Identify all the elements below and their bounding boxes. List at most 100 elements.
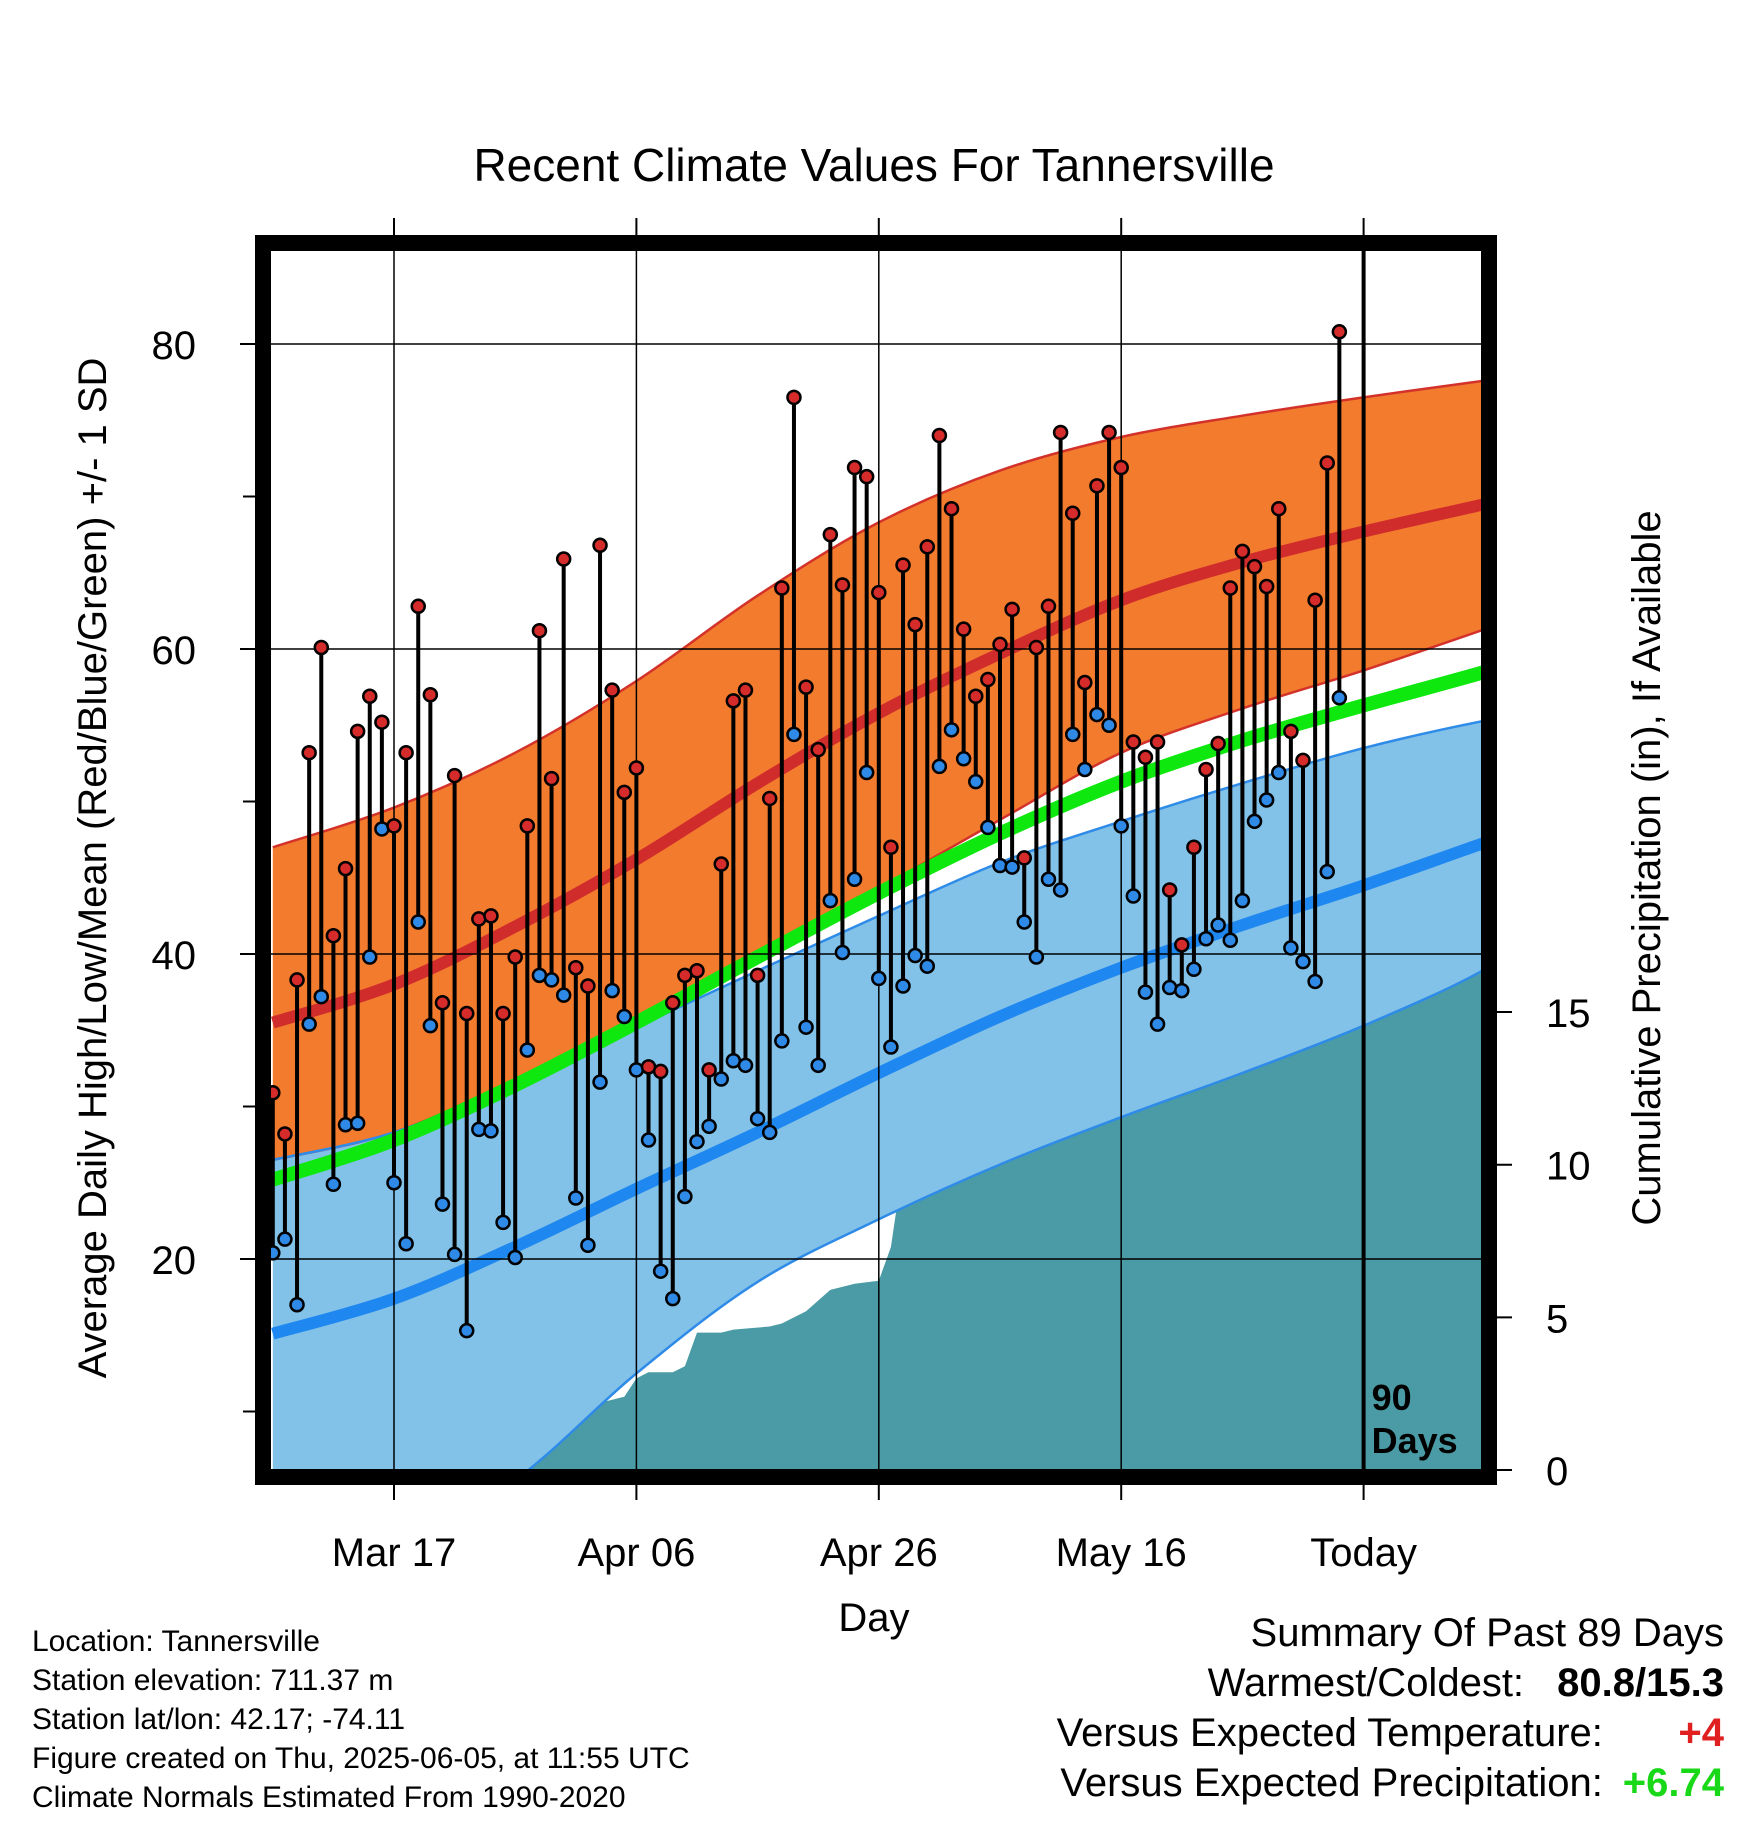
observed-high-point (386, 818, 402, 834)
observed-high-point (1210, 735, 1226, 752)
observed-high-point (822, 526, 839, 543)
observed-high-point (774, 580, 790, 596)
observed-low-point (434, 1196, 451, 1212)
observed-high-point (1125, 734, 1142, 750)
observed-high-point (895, 557, 911, 573)
observed-high-point (1174, 937, 1190, 953)
x-axis-label: Day (838, 1596, 909, 1640)
observed-low-point (446, 1246, 463, 1263)
observed-high-point (1331, 324, 1348, 340)
observed-low-point (458, 1322, 475, 1339)
observed-low-point (495, 1214, 511, 1231)
observed-high-point (1295, 752, 1311, 769)
observed-low-point (362, 949, 378, 965)
chart-title: Recent Climate Values For Tannersville (473, 139, 1274, 191)
observed-low-point (1222, 932, 1239, 949)
plot-frame (255, 235, 1497, 1485)
x-tick-label: Apr 26 (820, 1531, 938, 1575)
observed-high-point (871, 584, 887, 601)
observed-low-point (846, 871, 863, 888)
observed-high-point (810, 741, 826, 758)
observed-high-point (907, 616, 923, 633)
observed-low-point (1101, 717, 1117, 733)
created-text: Figure created on Thu, 2025-06-05, at 11… (32, 1742, 690, 1775)
observed-low-point (422, 1017, 439, 1034)
observed-high-point (713, 856, 729, 872)
observed-low-point (1271, 764, 1287, 781)
observed-low-point (834, 944, 851, 961)
observed-high-point (422, 687, 439, 703)
observed-high-point (1246, 558, 1263, 575)
observed-low-point (277, 1231, 293, 1247)
observed-high-point (1149, 734, 1166, 750)
observed-high-point (362, 688, 378, 705)
observed-high-point (270, 1085, 281, 1101)
observed-low-point (822, 892, 839, 909)
observed-high-point (398, 744, 414, 761)
observed-high-point (1222, 580, 1239, 596)
observed-low-point (713, 1071, 729, 1087)
temp-label: Versus Expected Temperature: (1056, 1711, 1603, 1755)
observed-high-point (301, 744, 317, 761)
observed-low-point (507, 1249, 523, 1266)
observed-low-point (1246, 813, 1263, 830)
observed-high-point (919, 539, 936, 555)
observed-low-point (761, 1124, 778, 1141)
y2-tick-label: 5 (1546, 1297, 1568, 1341)
observed-high-point (1040, 598, 1057, 615)
summary-warm-cold: Warmest/Coldest: 80.8/15.3 (1057, 1658, 1724, 1708)
observed-low-point (1198, 931, 1214, 947)
observed-high-point (1271, 500, 1287, 517)
observed-high-point (725, 693, 742, 709)
observed-high-point (531, 622, 548, 639)
observed-high-point (1028, 639, 1045, 656)
observed-low-point (980, 819, 996, 836)
observed-high-point (289, 972, 305, 988)
observed-high-point (1113, 459, 1129, 476)
observed-high-point (1137, 749, 1154, 766)
observed-low-point (1016, 914, 1032, 930)
observed-high-point (689, 963, 705, 979)
observed-high-point (1319, 455, 1335, 471)
observed-low-point (592, 1074, 608, 1090)
observed-low-point (786, 726, 802, 743)
observed-high-point (1258, 578, 1275, 595)
observed-high-point (943, 500, 960, 517)
observed-high-point (507, 949, 523, 965)
normals-text: Climate Normals Estimated From 1990-2020 (32, 1781, 626, 1814)
observed-low-point (1186, 961, 1202, 977)
y-tick-label: 80 (152, 324, 197, 368)
observed-low-point (652, 1263, 669, 1279)
observed-high-point (749, 967, 766, 984)
observed-high-point (483, 908, 499, 924)
observed-high-point (568, 959, 584, 976)
observed-low-point (313, 988, 330, 1005)
observed-low-point (1234, 892, 1251, 909)
observed-low-point (1004, 859, 1020, 875)
observed-low-point (968, 773, 984, 790)
observed-high-point (931, 427, 948, 444)
observed-low-point (701, 1118, 717, 1135)
station-info: Location: Tannersville Station elevation… (32, 1622, 690, 1817)
observed-low-point (604, 982, 620, 999)
elevation-text: Station elevation: 711.37 m (32, 1664, 394, 1697)
summary-heading: Summary Of Past 89 Days (1250, 1611, 1724, 1655)
observed-high-point (968, 688, 984, 705)
observed-high-point (1052, 424, 1069, 441)
observed-high-point (616, 784, 633, 801)
observed-low-point (1295, 953, 1311, 970)
warm-cold-label: Warmest/Coldest: (1207, 1661, 1525, 1705)
observed-high-point (592, 537, 608, 554)
observed-high-point (325, 927, 342, 944)
observed-high-point (555, 551, 572, 567)
observed-high-point (277, 1126, 293, 1142)
observed-high-point (519, 818, 536, 834)
today-days-number: 90 (1372, 1377, 1412, 1418)
observed-high-point (846, 459, 863, 476)
observed-low-point (919, 958, 936, 974)
observed-high-point (628, 760, 645, 776)
observed-low-point (289, 1297, 305, 1313)
x-tick-label: May 16 (1056, 1531, 1187, 1575)
